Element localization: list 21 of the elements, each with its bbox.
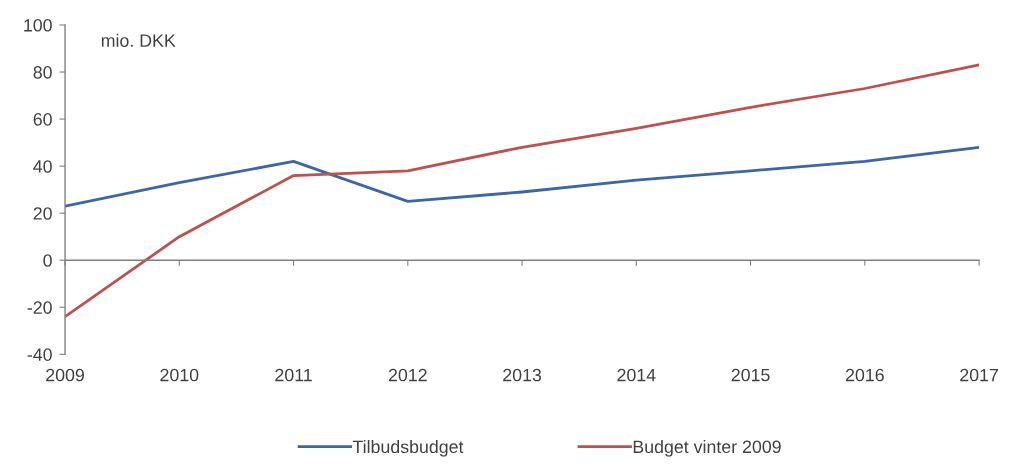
- y-axis-title: mio. DKK: [101, 33, 176, 47]
- legend-label: Budget vinter 2009: [633, 440, 781, 457]
- x-tick-label: 2014: [617, 368, 656, 382]
- x-tick-label: 2011: [275, 368, 312, 382]
- x-tick-label: 2013: [503, 368, 542, 382]
- x-tick-label: 2016: [845, 368, 884, 382]
- y-tick-label: 40: [33, 160, 52, 173]
- x-tick-label: 2012: [388, 368, 427, 382]
- x-tick-label: 2010: [160, 368, 199, 382]
- y-tick-label: 20: [33, 207, 52, 220]
- x-tick-label: 2017: [960, 368, 998, 382]
- y-tick-label: -20: [27, 301, 52, 314]
- x-tick-label: 2015: [731, 368, 770, 382]
- legend-label: Tilbudsbudget: [352, 440, 464, 457]
- line-series: [65, 145, 980, 208]
- x-tick-label: 2009: [46, 368, 84, 382]
- y-tick-label: 60: [33, 113, 52, 126]
- y-tick-label: 80: [33, 66, 52, 79]
- y-tick-label: 100: [24, 19, 52, 32]
- y-tick-label: 0: [43, 254, 52, 267]
- y-tick-label: -40: [27, 348, 52, 361]
